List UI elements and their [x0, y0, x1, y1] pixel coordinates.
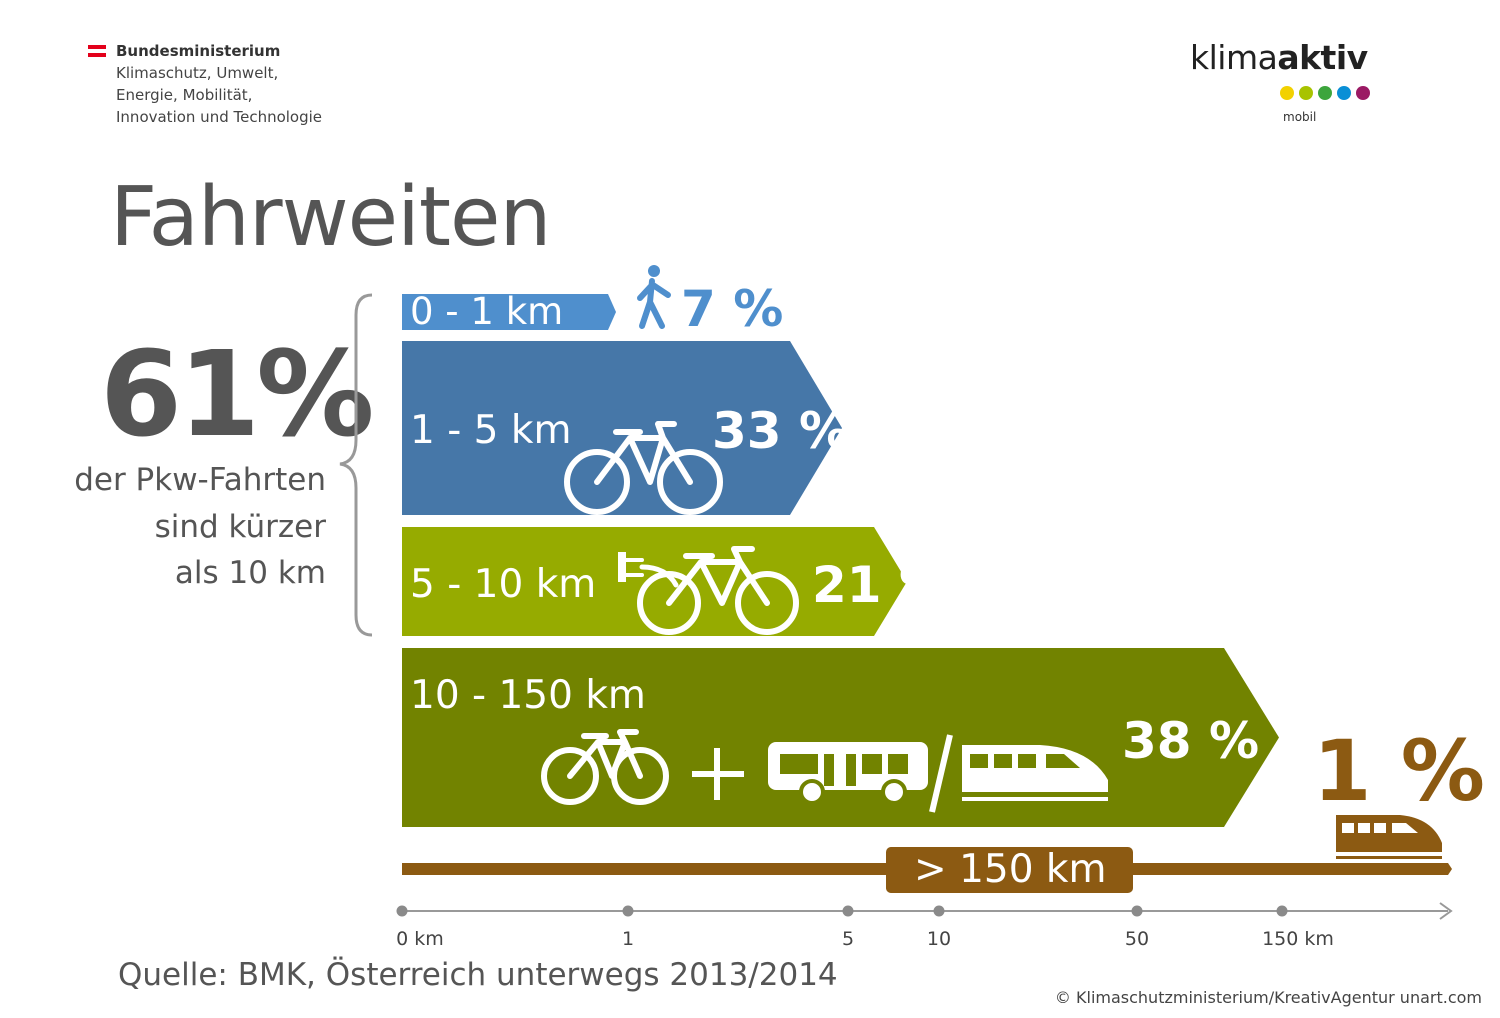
axis-tick-label: 10 [926, 928, 952, 950]
axis-tick-dot [1276, 905, 1288, 917]
band-1-5km [402, 341, 842, 515]
train-icon [962, 745, 1108, 801]
axis-tick-label: 0 km [396, 928, 444, 950]
axis-tick-label: 1 [621, 928, 635, 950]
band-0-label: 0 - 1 km [410, 290, 564, 333]
bus-icon [768, 742, 928, 805]
brand-wordmark: klimaaktiv [1190, 38, 1368, 77]
band-over-150km-label-box [886, 847, 1133, 893]
axis-tick-dot [933, 905, 945, 917]
summary-brace [339, 293, 373, 637]
band-0-1km [402, 294, 616, 330]
band-3-value: 38 % [1122, 712, 1260, 770]
axis-tick-label: 5 [841, 928, 855, 950]
band-2-value: 21 % [812, 556, 950, 614]
ministry-name-line-2: Klimaschutz, Umwelt, [116, 64, 279, 82]
flag-stripe-bottom [88, 53, 106, 57]
band-4-label: > 150 km [914, 847, 1107, 892]
flag-stripe-top [88, 45, 106, 49]
slash-separator [929, 734, 953, 813]
axis-arrow-icon [1439, 902, 1453, 920]
axis-tick-label: 150 km [1262, 928, 1334, 950]
summary-line-2: sind kürzer [154, 509, 326, 545]
brand-dot-lime [1299, 86, 1313, 100]
distance-axis [396, 902, 1453, 920]
ministry-name-line-3: Energie, Mobilität, [116, 86, 253, 104]
summary-line-3: als 10 km [174, 555, 326, 591]
band-5-10km [402, 527, 907, 636]
axis-tick-dot [396, 905, 408, 917]
ministry-name-line-4: Innovation und Technologie [116, 108, 323, 126]
bicycle-icon [564, 421, 723, 515]
flag-stripe-middle [88, 49, 106, 53]
band-1-value: 33 % [712, 402, 850, 460]
copyright-note: © Klimaschutzministerium/KreativAgentur … [1054, 988, 1482, 1007]
klimaaktiv-logo: klimaaktiv mobil [1190, 38, 1390, 130]
brand-word-light: klima [1190, 38, 1278, 77]
band-2-label: 5 - 10 km [410, 562, 597, 607]
page-title: Fahrweiten [110, 170, 551, 265]
brand-dot-yellow [1280, 86, 1294, 100]
e-bike-icon [618, 546, 799, 635]
axis-tick-dot [622, 905, 634, 917]
axis-tick-label: 50 [1124, 928, 1150, 950]
axis-tick-dot [842, 905, 854, 917]
bicycle-icon-long [541, 729, 669, 805]
brand-dot-purple [1356, 86, 1370, 100]
band-1-label: 1 - 5 km [410, 408, 572, 453]
high-speed-train-icon [1336, 815, 1442, 859]
band-4-value: 1 % [1313, 722, 1485, 820]
brand-dot-green [1318, 86, 1332, 100]
summary-line-1: der Pkw-Fahrten [74, 462, 326, 498]
band-3-label: 10 - 150 km [410, 673, 646, 718]
source-note: Quelle: BMK, Österreich unterwegs 2013/2… [118, 957, 838, 993]
walking-icon [637, 265, 671, 329]
plus-icon [692, 748, 744, 800]
brand-dot-blue [1337, 86, 1351, 100]
ministry-name-line-1: Bundesministerium [116, 42, 281, 60]
axis-tick-dot [1131, 905, 1143, 917]
brand-subtitle: mobil [1283, 110, 1317, 124]
brand-word-bold: aktiv [1277, 38, 1368, 77]
band-0-value: 7 % [681, 280, 784, 338]
